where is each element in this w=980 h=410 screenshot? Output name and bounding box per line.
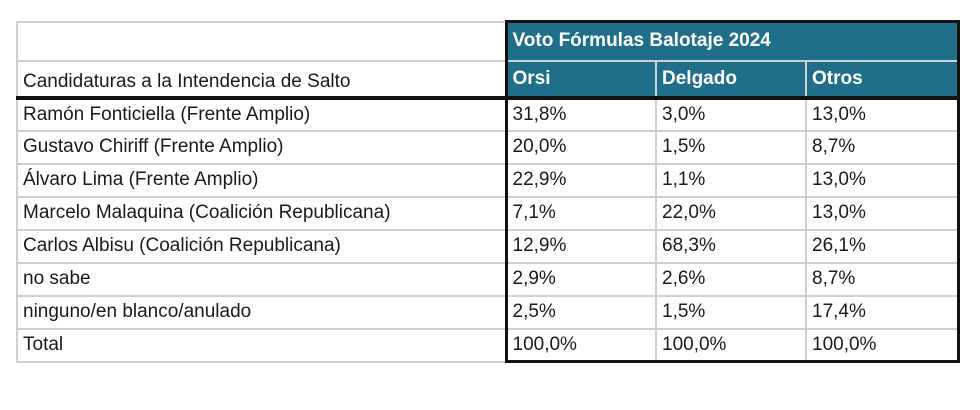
value-cell: 26,1%	[804, 228, 960, 264]
row-label: Álvaro Lima (Frente Amplio)	[16, 162, 507, 198]
row-label: no sabe	[16, 261, 507, 297]
value-cell: 22,9%	[504, 162, 657, 198]
column-header-delgado: Delgado	[655, 59, 807, 100]
table-row: Ramón Fonticiella (Frente Amplio) 31,8% 3,…	[16, 96, 960, 132]
value-cell: 1,5%	[655, 129, 807, 165]
value-cell: 20,0%	[504, 129, 657, 165]
value-cell: 7,1%	[504, 195, 657, 231]
value-cell: 8,7%	[804, 129, 960, 165]
column-header-orsi: Orsi	[504, 59, 657, 100]
title-row: Voto Fórmulas Balotaje 2024	[16, 20, 960, 62]
results-table: Voto Fórmulas Balotaje 2024 Candidaturas…	[16, 20, 960, 363]
column-header-otros: Otros	[804, 59, 960, 100]
value-cell: 100,0%	[504, 327, 657, 363]
row-label: Marcelo Malaquina (Coalición Republicana…	[16, 195, 507, 231]
value-cell: 1,5%	[655, 294, 807, 330]
table-row: Carlos Albisu (Coalición Republicana) 12,…	[16, 228, 960, 264]
value-cell: 2,5%	[504, 294, 657, 330]
value-cell: 12,9%	[504, 228, 657, 264]
value-cell: 17,4%	[804, 294, 960, 330]
value-cell: 3,0%	[655, 96, 807, 132]
row-label: Carlos Albisu (Coalición Republicana)	[16, 228, 507, 264]
value-cell: 13,0%	[804, 96, 960, 132]
row-label: Total	[16, 327, 507, 363]
row-label: Ramón Fonticiella (Frente Amplio)	[16, 96, 507, 132]
corner-cell	[16, 20, 507, 62]
value-cell: 31,8%	[504, 96, 657, 132]
table-row: Total 100,0% 100,0% 100,0%	[16, 327, 960, 363]
value-cell: 1,1%	[655, 162, 807, 198]
table-row: Gustavo Chiriff (Frente Amplio) 20,0% 1,5%…	[16, 129, 960, 165]
table-row: no sabe 2,9% 2,6% 8,7%	[16, 261, 960, 297]
value-cell: 100,0%	[655, 327, 807, 363]
row-header-label: Candidaturas a la Intendencia de Salto	[16, 59, 507, 100]
value-cell: 13,0%	[804, 162, 960, 198]
value-cell: 22,0%	[655, 195, 807, 231]
value-cell: 2,6%	[655, 261, 807, 297]
column-header-row: Candidaturas a la Intendencia de Salto O…	[16, 59, 960, 100]
table-row: Marcelo Malaquina (Coalición Republicana…	[16, 195, 960, 231]
row-label: ninguno/en blanco/anulado	[16, 294, 507, 330]
table-row: ninguno/en blanco/anulado 2,5% 1,5% 17,4%	[16, 294, 960, 330]
row-label: Gustavo Chiriff (Frente Amplio)	[16, 129, 507, 165]
value-cell: 8,7%	[804, 261, 960, 297]
value-cell: 2,9%	[504, 261, 657, 297]
table-title: Voto Fórmulas Balotaje 2024	[504, 20, 960, 62]
value-cell: 13,0%	[804, 195, 960, 231]
value-cell: 68,3%	[655, 228, 807, 264]
value-cell: 100,0%	[804, 327, 960, 363]
table-row: Álvaro Lima (Frente Amplio) 22,9% 1,1% 13,0…	[16, 162, 960, 198]
